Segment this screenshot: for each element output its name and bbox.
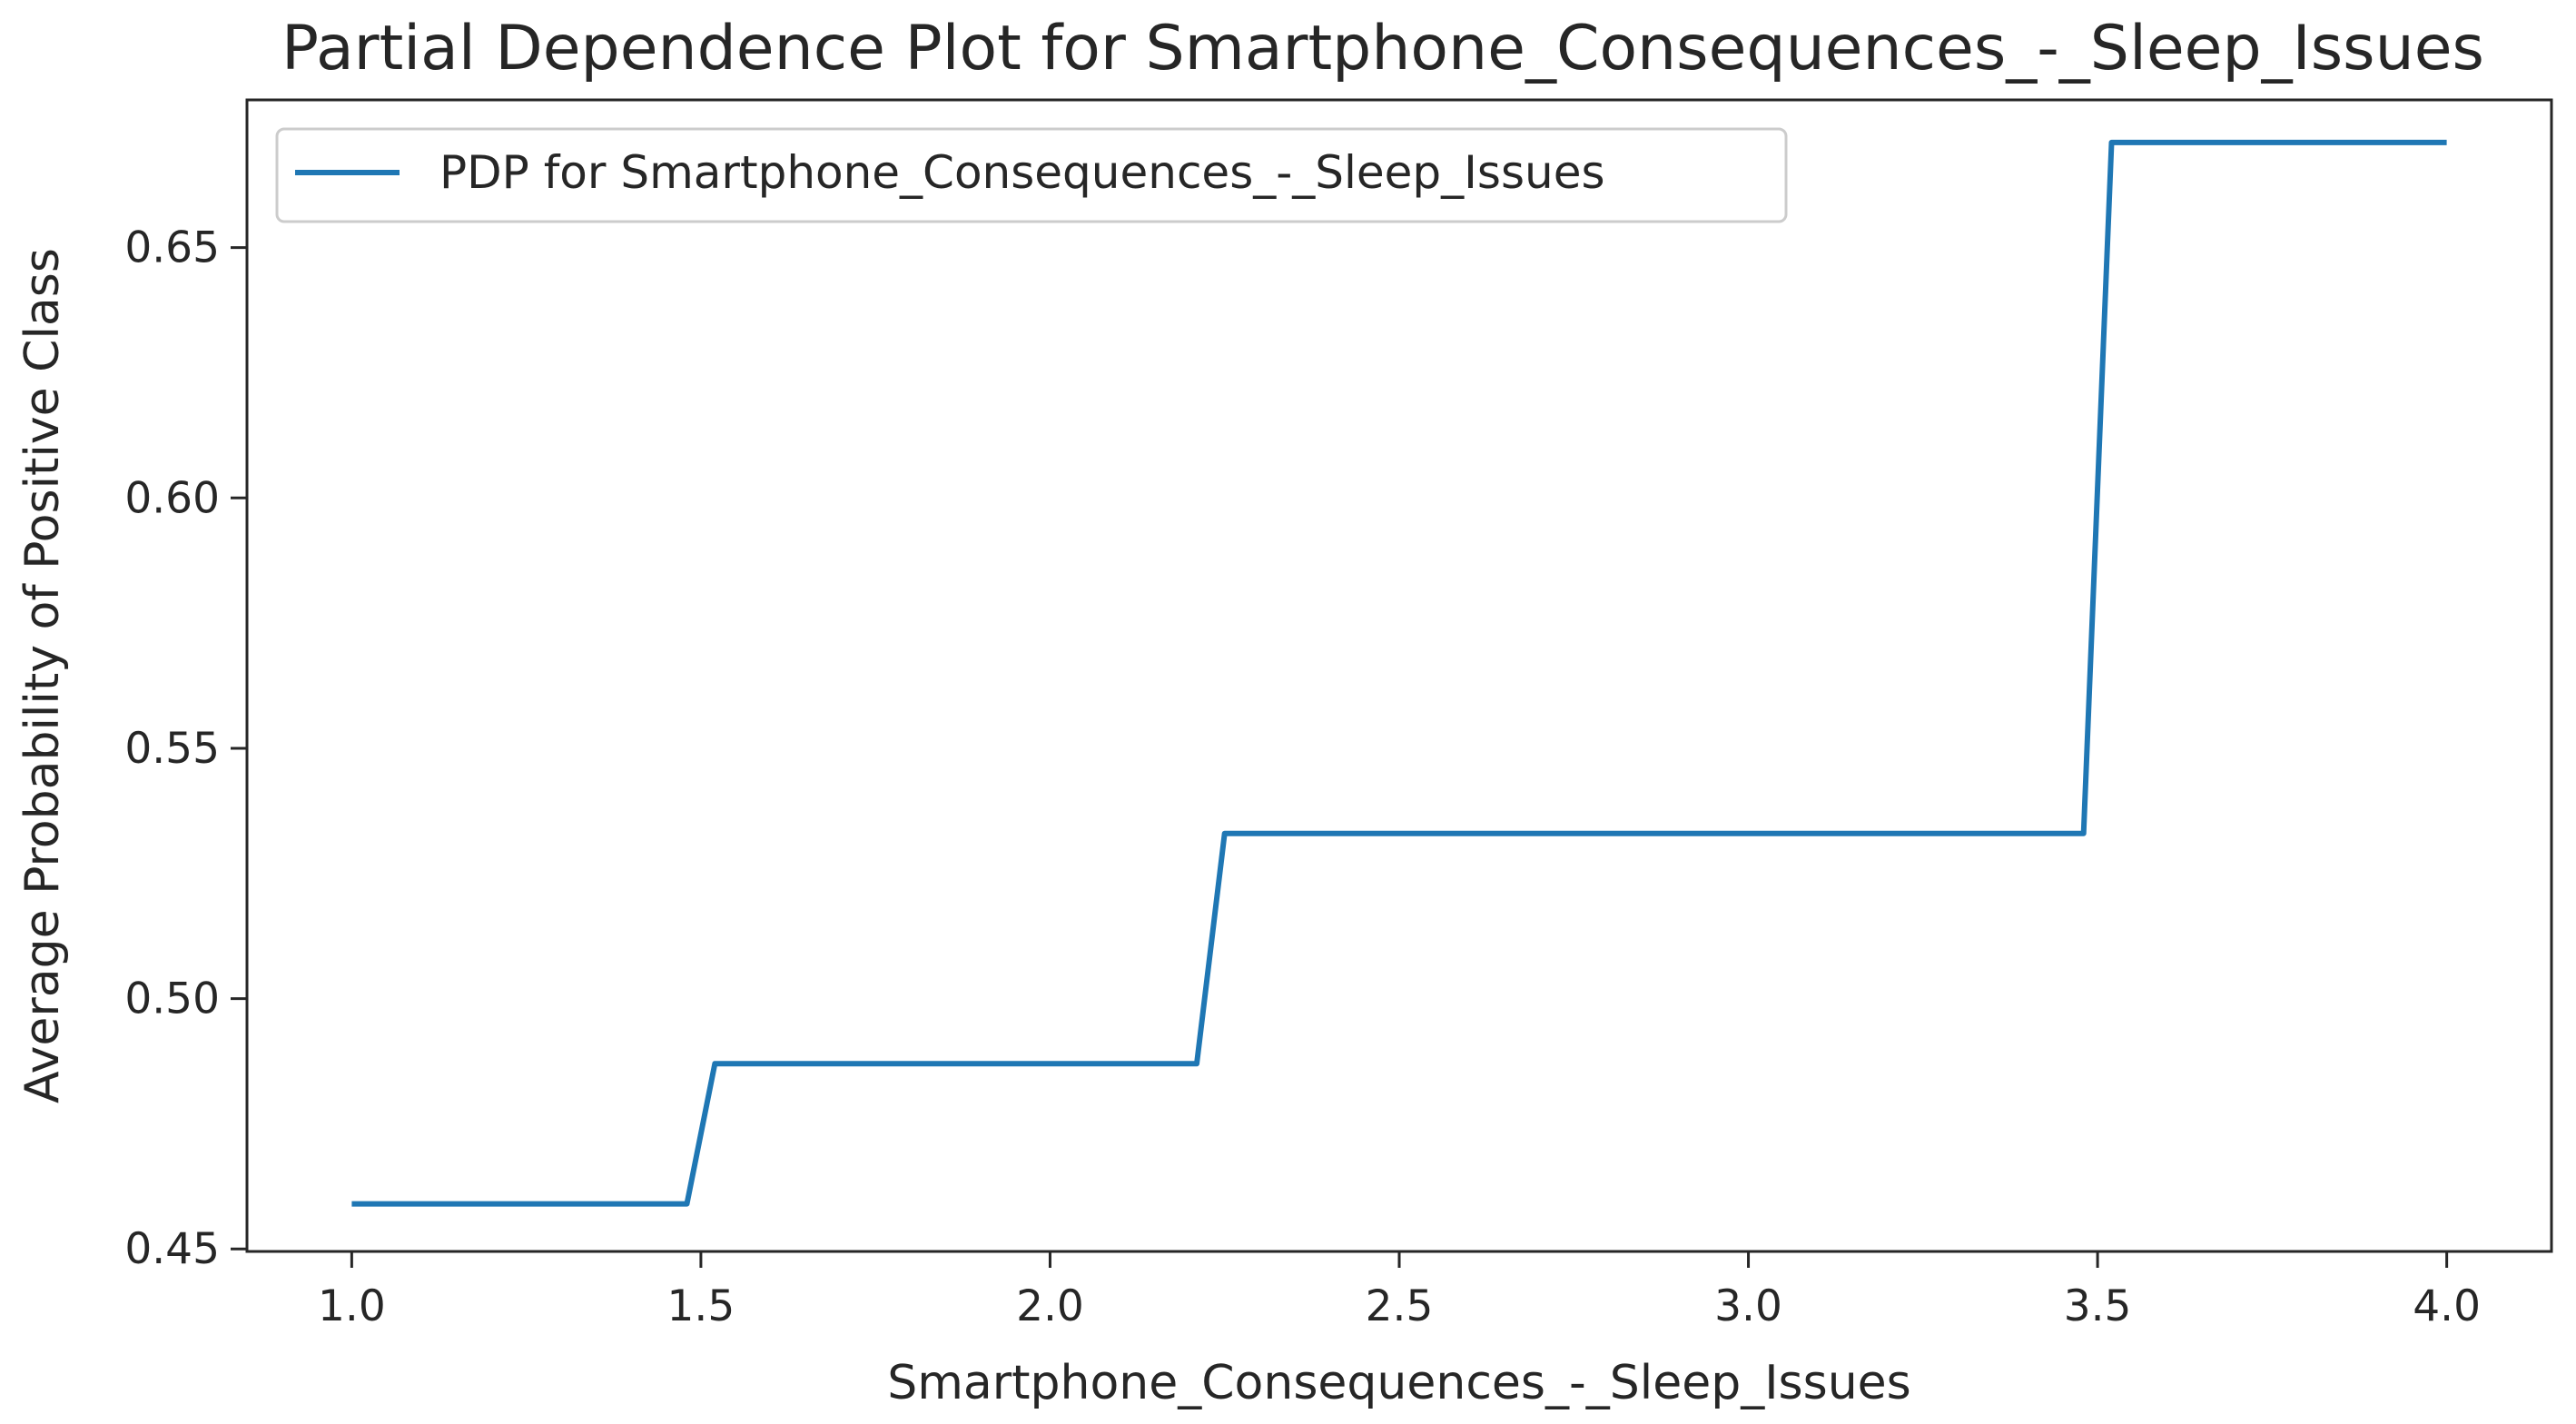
x-axis-label: Smartphone_Consequences_-_Sleep_Issues: [887, 1356, 1911, 1410]
legend-label: PDP for Smartphone_Consequences_-_Sleep_…: [439, 146, 1605, 199]
series-line: [351, 139, 2447, 1207]
y-axis-label: Average Probability of Positive Class: [15, 248, 70, 1103]
x-tick-label: 2.5: [1366, 1281, 1434, 1331]
x-tick-label: 1.0: [318, 1281, 386, 1331]
y-tick-label: 0.50: [124, 974, 220, 1024]
series-layer: [351, 139, 2447, 1207]
y-tick-label: 0.65: [124, 223, 220, 273]
x-tick-label: 1.5: [667, 1281, 735, 1331]
x-tick-label: 3.5: [2064, 1281, 2132, 1331]
y-axis-ticks: 0.45 0.50 0.55 0.60 0.65: [124, 223, 247, 1274]
y-tick-label: 0.55: [124, 724, 220, 774]
legend-box: [275, 127, 1788, 223]
y-tick-label: 0.60: [124, 473, 220, 523]
x-tick-label: 4.0: [2413, 1281, 2481, 1331]
y-tick-label: 0.45: [124, 1224, 220, 1274]
chart-title: Partial Dependence Plot for Smartphone_C…: [281, 13, 2484, 84]
x-axis-ticks: 1.0 1.5 2.0 2.5 3.0 3.5 4.0: [318, 1251, 2481, 1331]
plot-area: [245, 98, 2553, 1253]
x-tick-label: 2.0: [1016, 1281, 1084, 1331]
x-tick-label: 3.0: [1714, 1281, 1782, 1331]
legend: PDP for Smartphone_Consequences_-_Sleep_…: [275, 127, 1788, 223]
